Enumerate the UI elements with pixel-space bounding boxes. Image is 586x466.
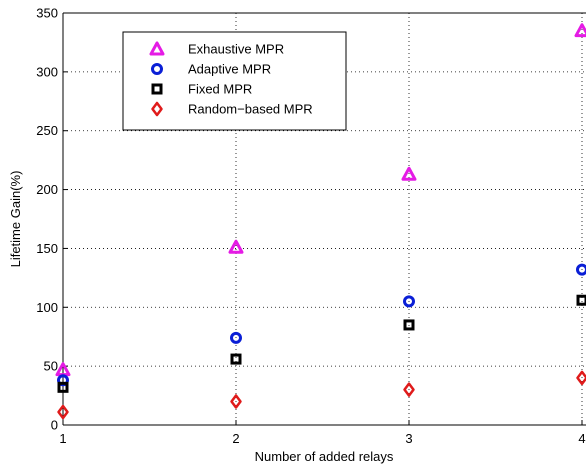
legend-label: Adaptive MPR	[188, 62, 271, 77]
y-tick-label: 0	[51, 418, 58, 433]
legend-items: Exhaustive MPR Adaptive MPR Fixed MPR Rando…	[149, 41, 313, 117]
data-point-diamond	[230, 394, 242, 409]
y-tick-label: 50	[44, 359, 58, 374]
legend-label: Fixed MPR	[188, 82, 252, 97]
y-tick-label: 250	[36, 123, 58, 138]
legend-label: Exhaustive MPR	[188, 42, 284, 57]
y-tick-label: 300	[36, 64, 58, 79]
data-point-diamond	[403, 382, 415, 397]
legend-marker-circle	[151, 63, 163, 75]
data-point-circle	[230, 331, 242, 344]
data-point-triangle	[574, 23, 586, 38]
x-tick-label: 3	[405, 431, 412, 446]
y-tick-label: 150	[36, 241, 58, 256]
x-axis-label: Number of added relays	[255, 449, 394, 464]
data-point-square	[403, 319, 415, 331]
legend-marker-square	[151, 83, 163, 95]
data-point-circle	[403, 295, 415, 308]
x-tick-label: 1	[59, 431, 66, 446]
y-tick-label: 100	[36, 300, 58, 315]
data-point-triangle	[401, 166, 417, 181]
data-point-square	[576, 294, 586, 306]
data-point-triangle	[228, 239, 244, 254]
x-tick-label: 2	[232, 431, 239, 446]
data-point-square	[57, 381, 69, 393]
legend-marker-triangle	[149, 41, 165, 56]
data-points	[55, 23, 586, 420]
y-tick-label: 350	[36, 6, 58, 21]
legend-label: Random−based MPR	[188, 102, 313, 117]
data-point-square	[230, 353, 242, 365]
legend: Exhaustive MPR Adaptive MPR Fixed MPR Rando…	[122, 31, 347, 131]
ticks: 0 50 100 150 200 250 300 350 1 2 3 4	[36, 6, 585, 447]
data-point-diamond	[576, 370, 586, 386]
legend-marker-diamond	[151, 101, 163, 117]
data-point-diamond	[57, 404, 69, 420]
data-point-circle	[576, 263, 586, 276]
x-tick-label: 4	[578, 431, 585, 446]
y-tick-label: 200	[36, 182, 58, 197]
y-axis-label: Lifetime Gain(%)	[8, 171, 23, 268]
